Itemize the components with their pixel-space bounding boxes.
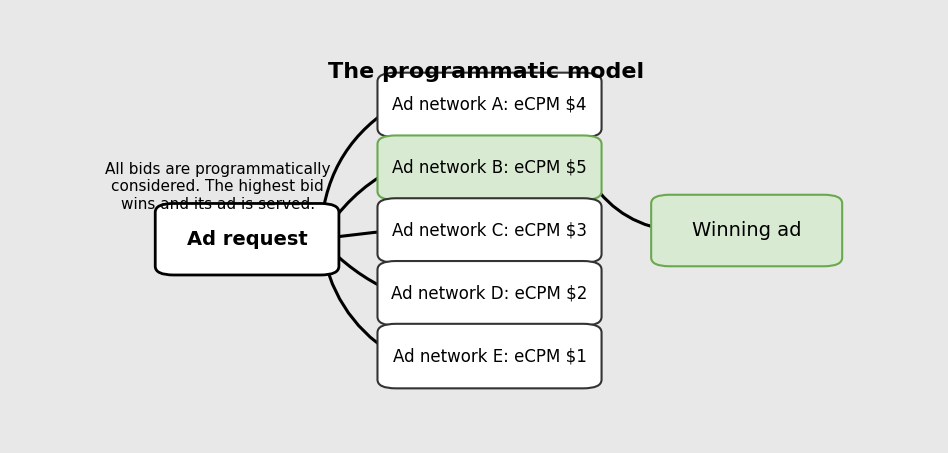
FancyArrowPatch shape — [585, 170, 664, 232]
Text: Ad network C: eCPM $3: Ad network C: eCPM $3 — [392, 222, 587, 240]
FancyArrowPatch shape — [322, 171, 391, 237]
FancyBboxPatch shape — [377, 324, 602, 388]
FancyBboxPatch shape — [377, 261, 602, 326]
FancyBboxPatch shape — [377, 198, 602, 263]
Text: Ad network D: eCPM $2: Ad network D: eCPM $2 — [392, 284, 588, 302]
Text: Ad network B: eCPM $5: Ad network B: eCPM $5 — [392, 159, 587, 177]
Text: Winning ad: Winning ad — [692, 221, 801, 240]
FancyArrowPatch shape — [321, 242, 391, 353]
Text: All bids are programmatically
considered. The highest bid
wins and its ad is ser: All bids are programmatically considered… — [105, 162, 331, 212]
Text: Ad network A: eCPM $4: Ad network A: eCPM $4 — [392, 96, 587, 114]
FancyArrowPatch shape — [320, 108, 391, 236]
Text: Ad network E: eCPM $1: Ad network E: eCPM $1 — [392, 347, 587, 365]
FancyBboxPatch shape — [377, 72, 602, 137]
Text: Ad request: Ad request — [187, 230, 307, 249]
FancyArrowPatch shape — [322, 241, 391, 291]
FancyBboxPatch shape — [377, 135, 602, 200]
FancyBboxPatch shape — [155, 203, 338, 275]
Text: The programmatic model: The programmatic model — [328, 62, 644, 82]
FancyArrowPatch shape — [323, 228, 390, 239]
FancyBboxPatch shape — [651, 195, 842, 266]
